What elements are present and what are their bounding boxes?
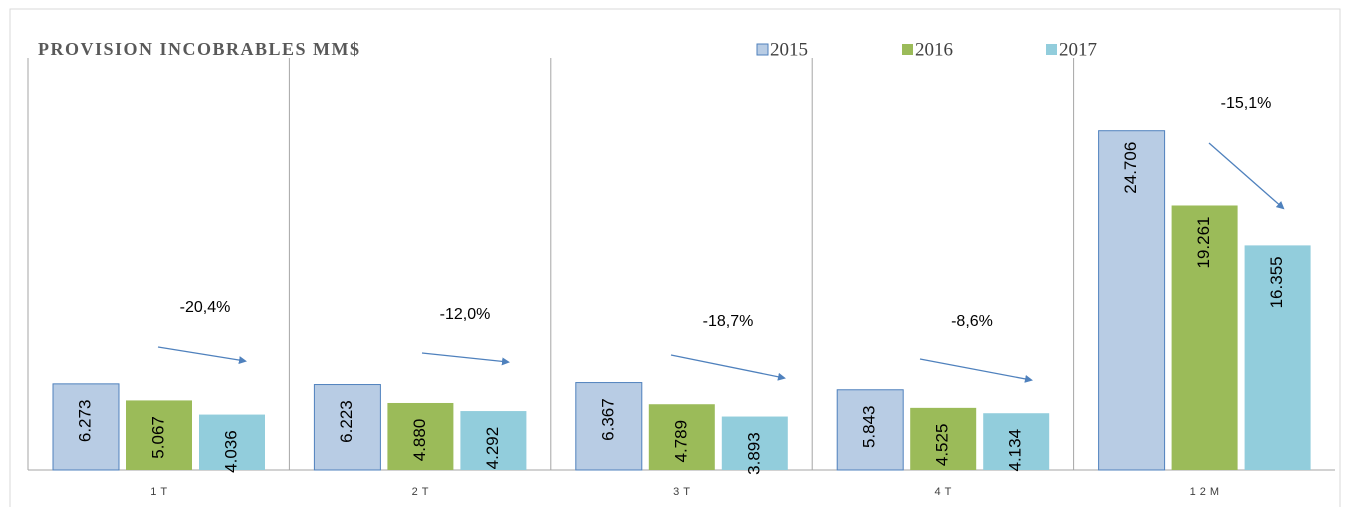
bar xyxy=(126,400,192,470)
trend-arrow xyxy=(157,346,247,364)
trend-arrow xyxy=(1208,142,1285,210)
data-label: 3.893 xyxy=(744,432,763,475)
bar xyxy=(199,414,265,470)
bar xyxy=(1171,205,1238,470)
x-tick-label: 4T xyxy=(934,486,955,498)
data-label: 4.525 xyxy=(933,424,952,467)
data-label: 5.843 xyxy=(860,405,879,448)
annotation: -18,7% xyxy=(703,313,754,330)
legend-label: 2017 xyxy=(1059,39,1097,60)
bar xyxy=(910,407,977,470)
trend-arrow xyxy=(919,358,1033,383)
data-label: 4.292 xyxy=(483,427,502,470)
data-label: 4.880 xyxy=(410,419,429,462)
x-tick-label: 2T xyxy=(412,486,433,498)
x-tick-label: 1T xyxy=(150,486,171,498)
annotation: -15,1% xyxy=(1221,95,1272,112)
frame xyxy=(9,8,1341,507)
legend-swatch xyxy=(902,44,913,55)
bar xyxy=(387,402,454,470)
x-tick-label: 3T xyxy=(673,486,694,498)
data-label: 19.261 xyxy=(1194,216,1213,268)
trend-arrow xyxy=(421,352,510,366)
bar xyxy=(1244,245,1311,470)
bar xyxy=(575,382,643,471)
data-label: 6.273 xyxy=(75,400,94,443)
legend-label: 2016 xyxy=(915,39,953,60)
data-label: 6.367 xyxy=(598,398,617,441)
annotation: -20,4% xyxy=(180,299,231,316)
bar xyxy=(983,413,1050,470)
annotation: -8,6% xyxy=(951,313,993,330)
bar xyxy=(1098,130,1166,471)
legend-swatch xyxy=(756,43,769,56)
bar xyxy=(52,383,120,471)
chart-title: PROVISION INCOBRABLES MM$ xyxy=(38,39,361,59)
data-label: 24.706 xyxy=(1121,142,1140,194)
trend-arrow xyxy=(670,354,786,381)
data-label: 4.036 xyxy=(221,430,240,473)
data-label: 5.067 xyxy=(148,416,167,459)
bar xyxy=(460,411,527,470)
data-label: 6.223 xyxy=(337,400,356,443)
legend-label: 2015 xyxy=(770,39,808,60)
legend-swatch xyxy=(1046,44,1057,55)
x-tick-label: 12M xyxy=(1190,486,1223,498)
bar xyxy=(313,384,381,471)
bar xyxy=(721,416,788,470)
annotation: -12,0% xyxy=(440,306,491,323)
data-label: 4.789 xyxy=(671,420,690,463)
data-label: 16.355 xyxy=(1267,256,1286,308)
bar xyxy=(648,404,715,470)
data-label: 4.134 xyxy=(1006,429,1025,472)
bar xyxy=(836,389,904,471)
